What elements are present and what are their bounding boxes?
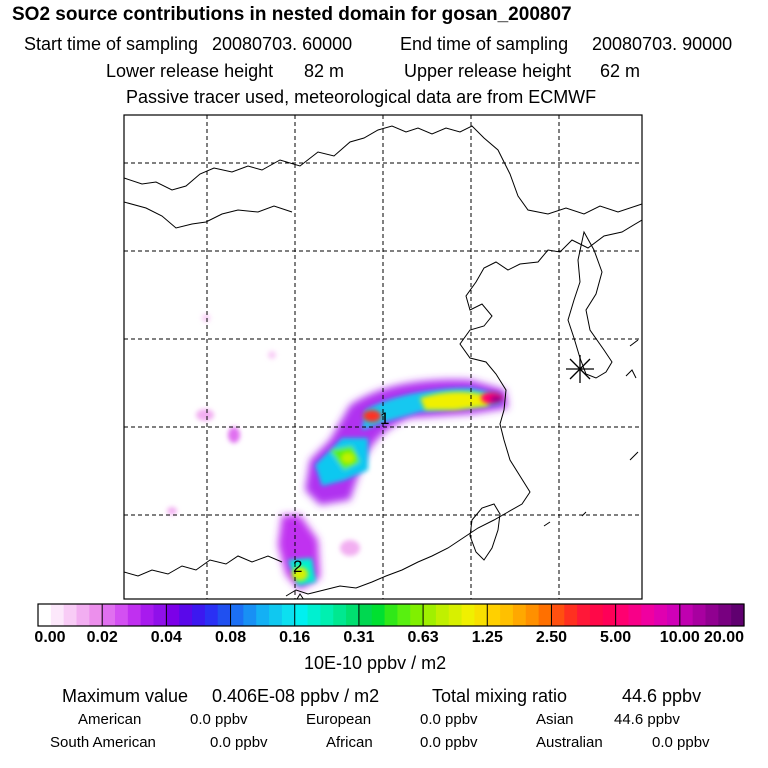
plume-hotspot	[490, 396, 502, 402]
colorbar-tick-label: 0.31	[343, 629, 375, 646]
lower-release-label: Lower release height	[106, 61, 274, 81]
colorbar-tick-label: 20.00	[703, 629, 745, 646]
plume-patch	[228, 427, 240, 443]
region-name-south-american: South American	[50, 734, 156, 751]
region-value-south-american: 0.0 ppbv	[210, 734, 268, 751]
colorbar-tick-label: 5.00	[600, 629, 632, 646]
region-value-asian: 44.6 ppbv	[614, 711, 680, 728]
receptor-asterisk-icon	[566, 355, 594, 383]
plume-core	[341, 452, 355, 464]
korea-coast	[567, 230, 613, 379]
upper-release-value: 62 m	[600, 61, 641, 81]
max-value-label: Maximum value	[62, 686, 189, 706]
plume-patch	[202, 314, 210, 322]
upper-release-label: Upper release height	[404, 61, 572, 81]
plume-patch	[340, 540, 360, 556]
source-marker-1: 1	[380, 409, 389, 428]
coastlines	[124, 125, 642, 599]
region-value-american: 0.0 ppbv	[190, 711, 248, 728]
colorbar-tick-label: 2.50	[535, 629, 568, 646]
islands	[543, 339, 639, 527]
taiwan-coast	[469, 503, 501, 561]
colorbar-tick-label: 10.00	[659, 629, 700, 646]
graticule	[124, 115, 642, 599]
northern-border	[124, 125, 642, 215]
region-name-asian: Asian	[536, 711, 574, 728]
region-value-australian: 0.0 ppbv	[652, 734, 710, 751]
start-time-label: Start time of sampling	[24, 34, 199, 54]
plume-layer	[167, 314, 508, 590]
end-time-label: End time of sampling	[400, 34, 569, 54]
plume-core	[420, 391, 490, 410]
inner-border	[124, 201, 293, 229]
total-mixing-value: 44.6 ppbv	[622, 686, 702, 706]
colorbar-units: 10E-10 ppbv / m2	[304, 653, 447, 673]
start-time-value: 20080703. 60000	[212, 34, 353, 54]
region-name-african: African	[326, 734, 373, 751]
region-name-european: European	[306, 711, 372, 728]
colorbar-tick-label: 0.00	[34, 629, 66, 646]
lower-release-value: 82 m	[304, 61, 345, 81]
total-mixing-label: Total mixing ratio	[432, 686, 568, 706]
region-value-european: 0.0 ppbv	[420, 711, 478, 728]
region-name-american: American	[78, 711, 142, 728]
region-value-african: 0.0 ppbv	[420, 734, 478, 751]
region-name-australian: Australian	[536, 734, 603, 751]
map-frame	[123, 114, 643, 600]
plume-core	[292, 567, 308, 581]
colorbar-tick-label: 1.25	[471, 629, 503, 646]
plume-hotspot	[363, 410, 381, 422]
chart-title: SO2 source contributions in nested domai…	[12, 4, 572, 25]
colorbar-tick-label: 0.16	[279, 629, 311, 646]
colorbar-tick-label: 0.08	[214, 629, 247, 646]
colorbar-tick-label: 0.02	[86, 629, 118, 646]
source-marker-2: 2	[293, 557, 302, 576]
plume-patch	[167, 507, 177, 515]
max-value: 0.406E-08 ppbv / m2	[212, 686, 380, 706]
southern-border	[124, 555, 283, 577]
plume-patch	[196, 409, 214, 421]
colorbar-tick-label: 0.04	[150, 629, 182, 646]
china-coast	[285, 219, 642, 597]
plume-patch	[268, 351, 276, 359]
end-time-value: 20080703. 90000	[592, 34, 733, 54]
tracer-note: Passive tracer used, meteorological data…	[126, 87, 597, 107]
colorbar-tick-label: 0.63	[407, 629, 439, 646]
